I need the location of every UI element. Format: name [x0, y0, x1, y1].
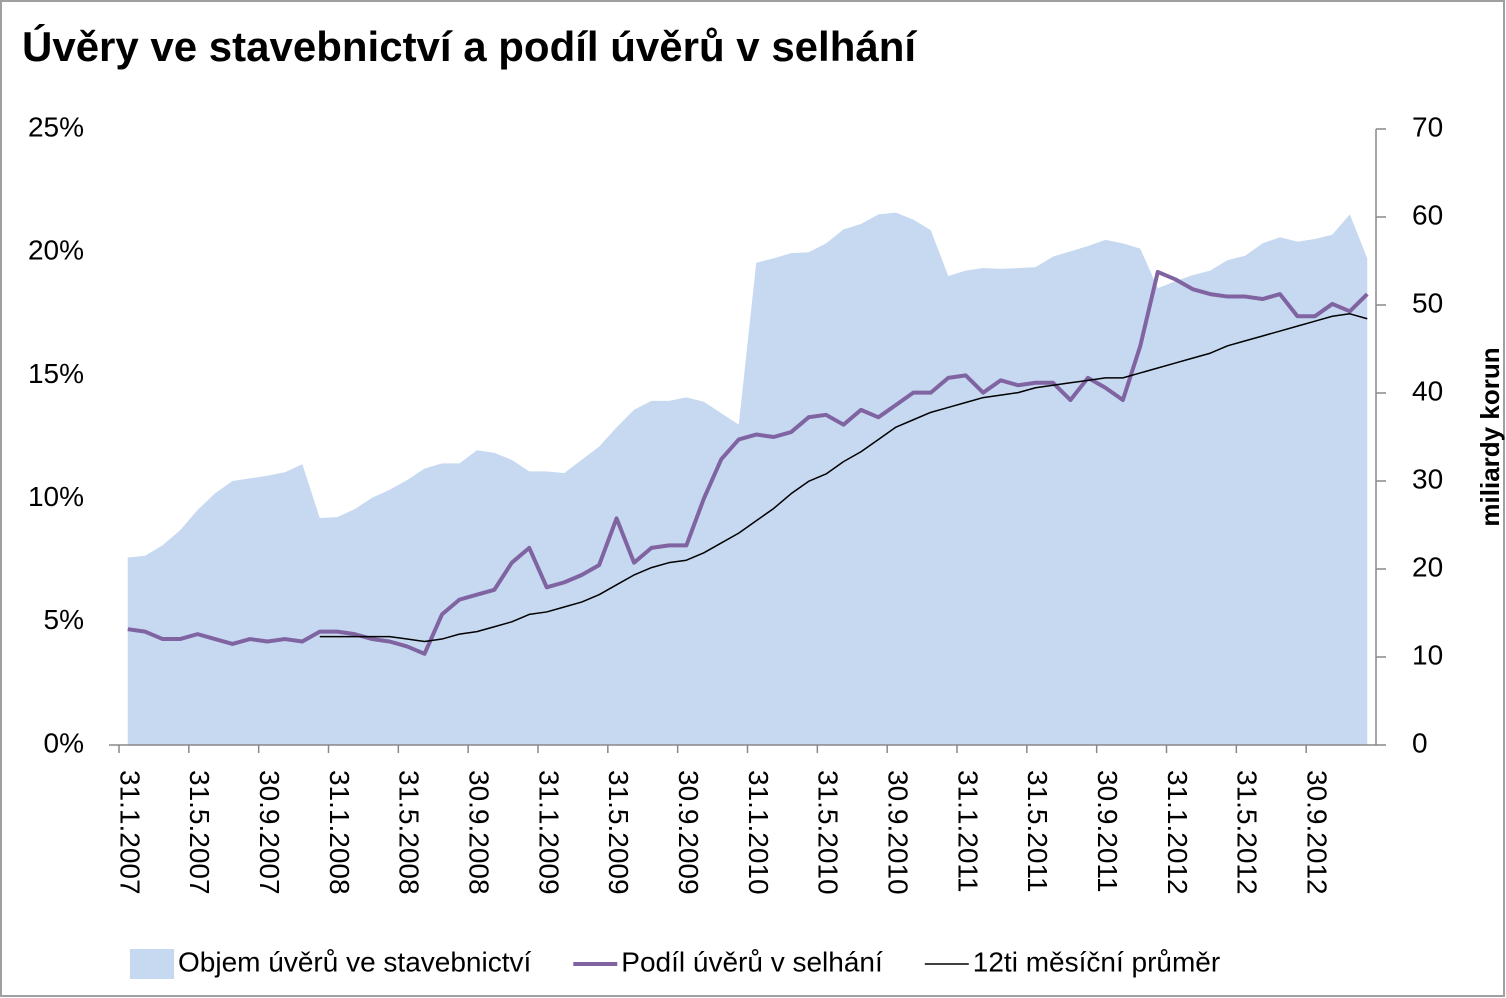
- y2-tick-label: 20: [1412, 551, 1443, 582]
- area: [127, 212, 1368, 746]
- y-tick-label: 25%: [28, 111, 84, 142]
- x-tick-label: 31.1.2010: [743, 770, 774, 895]
- legend-swatch: [130, 949, 174, 979]
- y-tick-label: 15%: [28, 358, 84, 389]
- line: [319, 313, 1368, 643]
- x-tick-label: 30.9.2012: [1302, 770, 1333, 895]
- y2-axis-label: miliardy korun: [1475, 347, 1505, 526]
- x-tick-label: 31.5.2010: [813, 770, 844, 895]
- chart-title: Úvěry ve stavebnictví a podíl úvěrů v se…: [22, 22, 917, 70]
- y-tick-label: 0%: [44, 727, 84, 758]
- legend-label: Podíl úvěrů v selhání: [621, 946, 883, 977]
- x-tick-label: 30.9.2007: [254, 770, 285, 895]
- legend-label: 12ti měsíční průměr: [973, 946, 1220, 977]
- y2-tick-label: 30: [1412, 463, 1443, 494]
- x-tick-label: 30.9.2010: [883, 770, 914, 895]
- x-tick-label: 31.5.2007: [184, 770, 215, 895]
- y2-tick-label: 10: [1412, 639, 1443, 670]
- y-tick-label: 20%: [28, 235, 84, 266]
- y-tick-label: 5%: [44, 604, 84, 635]
- x-tick-label: 31.5.2009: [603, 770, 634, 895]
- x-tick-label: 31.1.2011: [952, 770, 983, 893]
- x-tick-label: 31.1.2009: [533, 770, 564, 895]
- y2-tick-label: 0: [1412, 727, 1428, 758]
- x-tick-label: 31.1.2012: [1162, 770, 1193, 895]
- y-tick-label: 10%: [28, 481, 84, 512]
- legend-label: Objem úvěrů ve stavebnictví: [178, 946, 531, 977]
- line: [127, 269, 1369, 656]
- y2-tick-label: 70: [1412, 111, 1443, 142]
- y2-tick-label: 40: [1412, 375, 1443, 406]
- x-tick-label: 31.5.2011: [1022, 770, 1053, 893]
- x-tick-label: 30.9.2009: [673, 770, 704, 895]
- y2-tick-label: 50: [1412, 287, 1443, 318]
- x-tick-label: 31.1.2008: [324, 770, 355, 895]
- x-tick-label: 30.9.2008: [464, 770, 495, 895]
- x-tick-label: 30.9.2011: [1092, 770, 1123, 893]
- x-tick-label: 31.1.2007: [114, 770, 145, 895]
- x-tick-label: 31.5.2008: [394, 770, 425, 895]
- x-tick-label: 31.5.2012: [1232, 770, 1263, 895]
- y2-tick-label: 60: [1412, 199, 1443, 230]
